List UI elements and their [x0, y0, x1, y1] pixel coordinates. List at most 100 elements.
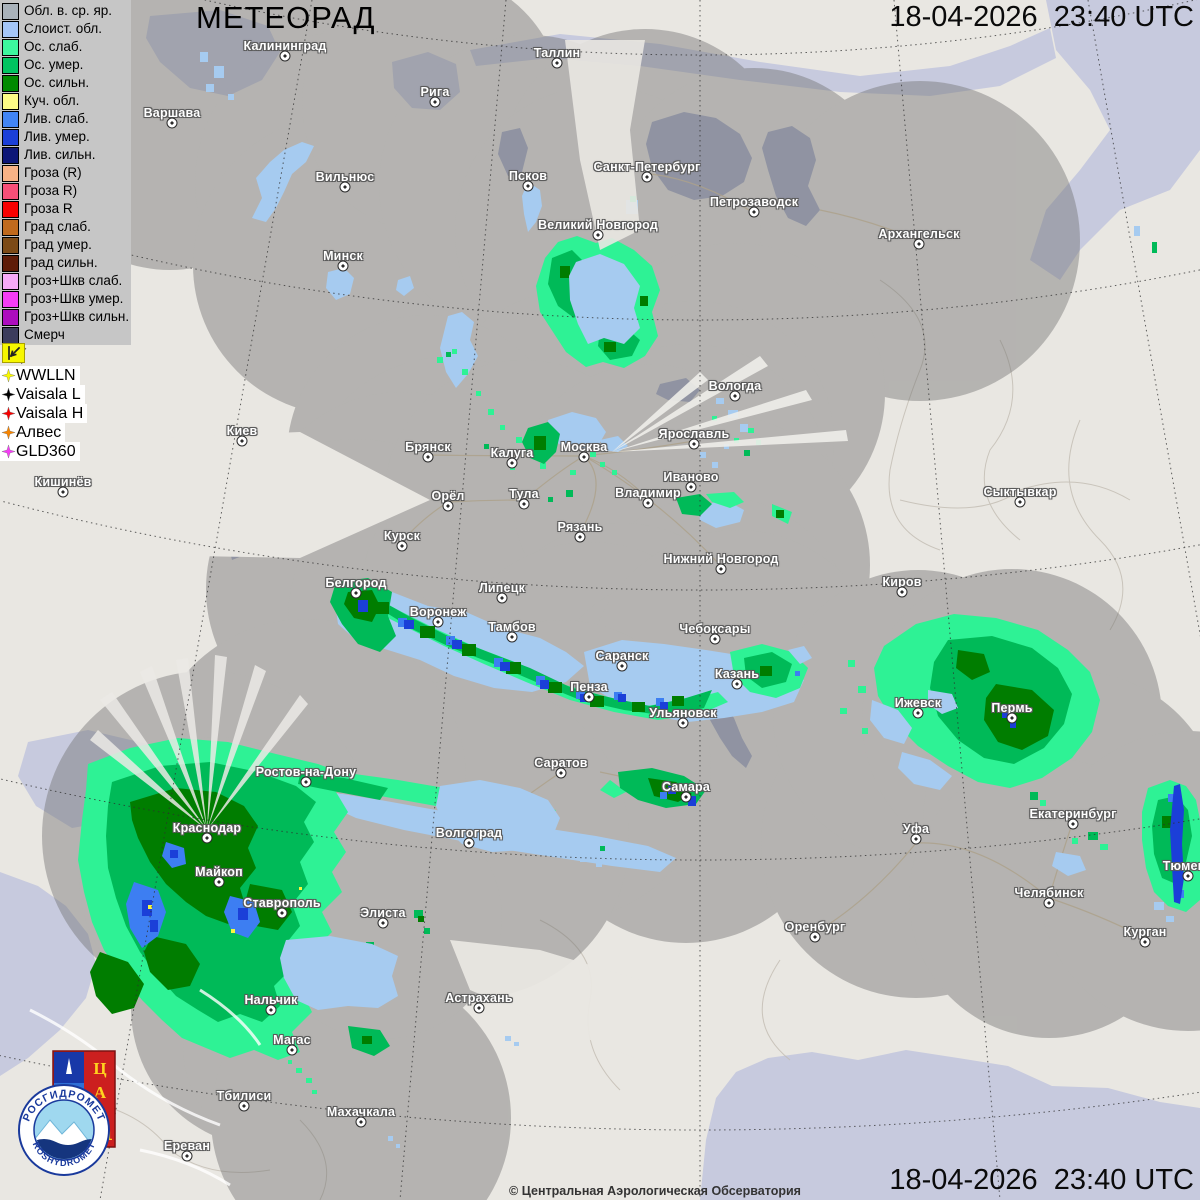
city-label: Ульяновск — [649, 706, 717, 720]
city-marker — [429, 96, 441, 108]
city-label: Рязань — [557, 520, 603, 534]
city-marker — [913, 238, 925, 250]
svg-text:Ц: Ц — [93, 1059, 106, 1078]
legend-item-label: Град умер. — [24, 237, 92, 252]
city-label: Чебоксары — [679, 622, 751, 636]
city-marker — [1014, 496, 1026, 508]
city-marker — [57, 486, 69, 498]
city-marker — [201, 832, 213, 844]
city-label: Курган — [1123, 925, 1167, 939]
city-marker — [641, 171, 653, 183]
timestamp-top: 18-04-2026 23:40 UTC — [889, 1, 1194, 33]
city-label: Тамбов — [488, 620, 536, 634]
legend-item: Ос. слаб. — [0, 38, 131, 56]
city-label: Пермь — [991, 701, 1033, 715]
lightning-source-label: WWLLN — [16, 366, 76, 384]
legend-item-label: Град слаб. — [24, 219, 91, 234]
legend-item: Смерч — [0, 326, 131, 344]
legend-color-swatch — [2, 182, 19, 200]
city-label: Вологда — [708, 379, 762, 393]
city-label: Вильнюс — [315, 170, 375, 184]
city-label: Махачкала — [326, 1105, 396, 1119]
legend-color-swatch — [2, 128, 19, 146]
city-label: Оренбург — [784, 920, 846, 934]
legend-item: Гроза R — [0, 200, 131, 218]
precipitation-echoes — [78, 52, 1200, 1148]
terrain-ridges — [29, 988, 262, 1187]
legend-color-swatch — [2, 272, 19, 290]
legend-item-label: Ос. слаб. — [24, 39, 83, 54]
legend-item: Лив. умер. — [0, 128, 131, 146]
timestamp-bottom: 18-04-2026 23:40 UTC — [889, 1164, 1194, 1196]
city-marker — [688, 438, 700, 450]
legend-item-label: Гроз+Шкв слаб. — [24, 273, 123, 288]
legend-item-label: Гроза R — [24, 201, 73, 216]
city-label: Самара — [662, 780, 710, 794]
city-label: Челябинск — [1014, 886, 1084, 900]
city-label: Киев — [226, 424, 258, 438]
city-marker — [809, 931, 821, 943]
legend-color-swatch — [2, 38, 19, 56]
legend-item: Слоист. обл. — [0, 20, 131, 38]
city-marker — [496, 592, 508, 604]
lightning-source-cross-icon — [1, 444, 16, 459]
city-marker — [506, 457, 518, 469]
legend-color-swatch — [2, 56, 19, 74]
city-marker — [677, 717, 689, 729]
city-label: Москва — [560, 440, 608, 454]
city-marker — [555, 767, 567, 779]
city-marker — [522, 180, 534, 192]
city-marker — [896, 586, 908, 598]
city-label: Великий Новгород — [538, 218, 658, 232]
legend-item: Гроза (R) — [0, 164, 131, 182]
city-label: Пенза — [570, 680, 608, 694]
city-marker — [432, 616, 444, 628]
legend-item: Град сильн. — [0, 254, 131, 272]
city-marker — [1043, 897, 1055, 909]
city-marker — [551, 57, 563, 69]
roshydromet-logo: РОСГИДРОМЕТ ROSHYDROMET — [18, 1084, 110, 1176]
city-marker — [422, 451, 434, 463]
city-marker — [1067, 818, 1079, 830]
legend-color-swatch — [2, 236, 19, 254]
city-marker — [286, 1044, 298, 1056]
city-marker — [396, 540, 408, 552]
legend-item: Лив. сильн. — [0, 146, 131, 164]
city-marker — [337, 260, 349, 272]
legend-color-swatch — [2, 74, 19, 92]
city-marker — [1006, 712, 1018, 724]
city-label: Уфа — [902, 822, 930, 836]
city-marker — [642, 497, 654, 509]
city-marker — [355, 1116, 367, 1128]
city-marker — [715, 563, 727, 575]
city-label: Курск — [383, 529, 421, 543]
legend-item-label: Куч. обл. — [24, 93, 80, 108]
city-marker — [236, 435, 248, 447]
lightning-source-label: Vaisala H — [16, 404, 84, 422]
city-label: Ижевск — [894, 696, 942, 710]
city-label: Иваново — [663, 470, 719, 484]
city-label: Кишинёв — [34, 475, 92, 489]
city-marker — [1182, 870, 1194, 882]
city-label: Магас — [273, 1033, 311, 1047]
legend-item-label: Гроз+Шкв умер. — [24, 291, 124, 306]
legend-item-label: Град сильн. — [24, 255, 98, 270]
city-marker — [166, 117, 178, 129]
city-marker — [213, 876, 225, 888]
city-label: Нижний Новгород — [663, 552, 779, 566]
city-marker — [578, 451, 590, 463]
lightning-source-item: WWLLN — [0, 366, 80, 385]
lightning-source-item: GLD360 — [0, 442, 80, 461]
city-label: Воронеж — [409, 605, 467, 619]
city-label: Киров — [882, 575, 922, 589]
city-marker — [276, 907, 288, 919]
city-label: Петрозаводск — [709, 195, 799, 209]
city-marker — [731, 678, 743, 690]
legend-panel: Обл. в. ср. яр. Слоист. обл. Ос. слаб. Ос. … — [0, 0, 131, 345]
city-marker — [181, 1150, 193, 1162]
city-marker — [300, 776, 312, 788]
legend-item: Град умер. — [0, 236, 131, 254]
city-label: Таллин — [533, 46, 581, 60]
lightning-source-cross-icon — [1, 406, 16, 421]
city-marker — [463, 837, 475, 849]
